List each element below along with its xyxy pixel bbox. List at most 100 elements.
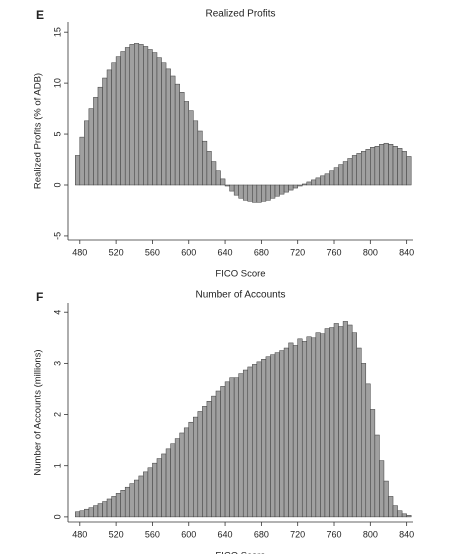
bar: [106, 498, 112, 518]
bar: [206, 151, 212, 186]
bar: [406, 515, 412, 518]
bar: [170, 443, 176, 518]
y-tick-label: 2: [52, 412, 62, 417]
bar: [111, 496, 117, 518]
bar: [215, 170, 221, 186]
bar: [320, 333, 326, 518]
x-tick-label: 800: [363, 247, 378, 257]
bar: [238, 184, 244, 199]
bar: [365, 149, 371, 186]
bar: [147, 467, 153, 518]
bar: [183, 101, 189, 186]
bar: [124, 486, 130, 518]
bar: [202, 140, 208, 186]
x-tick-label: 640: [218, 247, 233, 257]
bar: [274, 184, 280, 197]
bar: [288, 184, 294, 191]
bar: [197, 130, 203, 186]
y-tick-label: 0: [52, 182, 62, 187]
bar: [333, 323, 339, 518]
bar: [283, 347, 289, 518]
x-tick-label: 840: [399, 529, 414, 539]
panel-label: F: [36, 290, 43, 304]
bar: [297, 338, 303, 518]
bar: [311, 179, 317, 186]
bar: [220, 386, 226, 518]
bar: [379, 143, 385, 186]
bar: [347, 158, 353, 186]
y-axis-label: Realized Profits (% of ADB): [33, 73, 44, 189]
bar: [238, 373, 244, 518]
bar: [134, 479, 140, 518]
bar: [333, 167, 339, 186]
bar: [329, 170, 335, 186]
x-tick-label: 520: [109, 529, 124, 539]
bar: [301, 183, 308, 186]
bar: [138, 475, 144, 518]
bar: [247, 366, 253, 518]
bar: [274, 352, 280, 518]
bar: [215, 390, 221, 518]
bar: [170, 75, 176, 186]
bar: [397, 510, 403, 518]
bar: [361, 363, 367, 518]
bar: [143, 46, 149, 186]
bar: [392, 505, 398, 518]
x-tick-label: 680: [254, 247, 269, 257]
y-axis-label: Number of Accounts (millions): [33, 349, 44, 475]
bar: [315, 177, 321, 186]
x-tick-label: 640: [218, 529, 233, 539]
x-tick-label: 560: [145, 529, 160, 539]
chart-title: Number of Accounts: [195, 290, 285, 301]
bar: [75, 511, 81, 518]
bar: [265, 184, 271, 201]
bar: [311, 337, 317, 518]
bar: [188, 110, 194, 186]
bar: [220, 178, 226, 186]
bar: [329, 327, 335, 518]
bar: [292, 345, 298, 518]
bar: [374, 434, 380, 518]
bar: [252, 184, 258, 203]
bar: [75, 155, 81, 186]
bar: [84, 120, 90, 186]
bar: [152, 462, 158, 518]
bar: [261, 184, 267, 202]
bar: [120, 490, 126, 518]
bar: [97, 503, 103, 518]
y-tick-label: 1: [52, 463, 62, 468]
bar: [161, 453, 167, 518]
bar: [383, 142, 389, 186]
x-tick-label: 720: [290, 247, 305, 257]
bar: [265, 356, 271, 518]
y-tick-label: 4: [52, 310, 62, 315]
bar: [152, 52, 158, 186]
bar: [338, 326, 344, 518]
y-tick-label: 5: [52, 132, 62, 137]
y-tick-label: 15: [52, 27, 62, 37]
bar: [193, 120, 199, 186]
bar: [156, 57, 162, 186]
x-tick-label: 480: [72, 247, 87, 257]
bar: [115, 493, 121, 518]
bar: [315, 332, 321, 518]
bar: [211, 161, 217, 186]
bar: [306, 181, 312, 186]
bar: [206, 400, 212, 518]
bar: [356, 153, 362, 186]
bar: [320, 175, 326, 186]
bar: [183, 427, 189, 518]
bar: [242, 369, 249, 518]
bar: [229, 377, 235, 518]
bar: [279, 184, 285, 195]
bar: [324, 173, 330, 186]
bar: [79, 136, 85, 186]
bar: [115, 56, 121, 186]
y-tick-label: 3: [52, 361, 62, 366]
bar: [143, 471, 149, 518]
x-tick-label: 800: [363, 529, 378, 539]
bar: [283, 184, 289, 193]
y-tick-label: 10: [52, 78, 62, 88]
bar: [79, 510, 85, 518]
bar: [379, 460, 385, 518]
